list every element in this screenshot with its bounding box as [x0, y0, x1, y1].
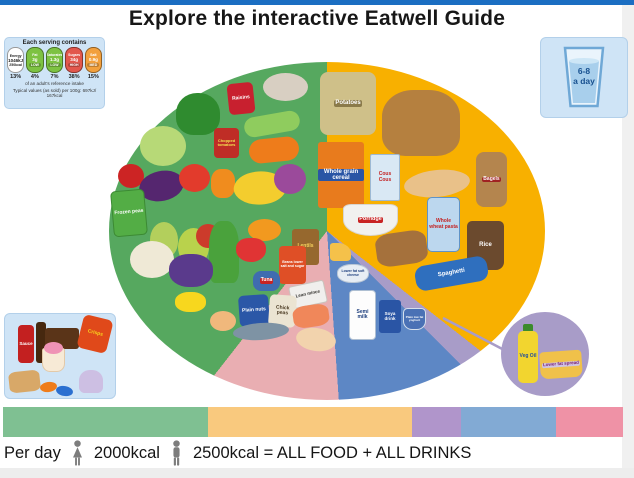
nutrition-label-heading: Each serving contains: [22, 40, 87, 46]
nutrition-label-footnote-2: Typical values (as sold) per 100g: 697kJ…: [12, 87, 97, 99]
top-accent-strip: [0, 0, 634, 5]
male-icon: [173, 440, 180, 466]
proportion-bar: [3, 407, 623, 437]
traffic-light-pills: Energy 1046kJ 250kcal 13% Fat 3g LOW 4% Saturate…: [7, 47, 103, 80]
occasional-foods-card[interactable]: [4, 313, 116, 399]
female-icon: [72, 440, 82, 466]
oils-spreads-callout[interactable]: [501, 312, 589, 396]
traffic-pill-fat: Fat 3g LOW 4%: [26, 47, 44, 80]
proportion-bar-beans-fish-eggs-meat: [556, 407, 623, 437]
proportion-bar-starchy-carbohydrates: [208, 407, 412, 437]
per-day-label: Per day: [4, 444, 61, 462]
traffic-pill-salt: Salt 0.9g MED 15%: [84, 47, 103, 80]
male-kcal-value: 2500kcal = ALL FOOD + ALL DRINKS: [192, 444, 472, 462]
proportion-bar-fruit-and-vegetables: [3, 407, 208, 437]
hydration-card[interactable]: 6-8 a day: [540, 37, 628, 118]
traffic-pill-energy: Energy 1046kJ 250kcal 13%: [7, 47, 25, 80]
nutrition-label-card[interactable]: Each serving contains Energy 1046kJ 250kca…: [4, 37, 105, 109]
right-gutter: [622, 0, 634, 478]
bottom-gutter: [0, 468, 634, 478]
proportion-bar-oils-and-spreads: [412, 407, 461, 437]
water-glass-icon: 6-8 a day: [561, 45, 607, 109]
calories-footer: Per day 2000kcal 2500kcal = ALL FOOD + A…: [4, 440, 471, 467]
proportion-bar-dairy-and-alternatives: [461, 407, 556, 437]
hydration-text: 6-8 a day: [573, 66, 595, 86]
nutrition-label-footnote-1: of an adult's reference intake: [25, 81, 84, 86]
female-kcal-value: 2000kcal: [93, 444, 160, 462]
traffic-pill-sugars: Sugars 34g HIGH 38%: [65, 47, 83, 80]
eatwell-plate[interactable]: [109, 62, 545, 400]
traffic-pill-saturates: Saturates 1.3g LOW 7%: [45, 47, 64, 80]
page-title: Explore the interactive Eatwell Guide: [128, 7, 506, 30]
